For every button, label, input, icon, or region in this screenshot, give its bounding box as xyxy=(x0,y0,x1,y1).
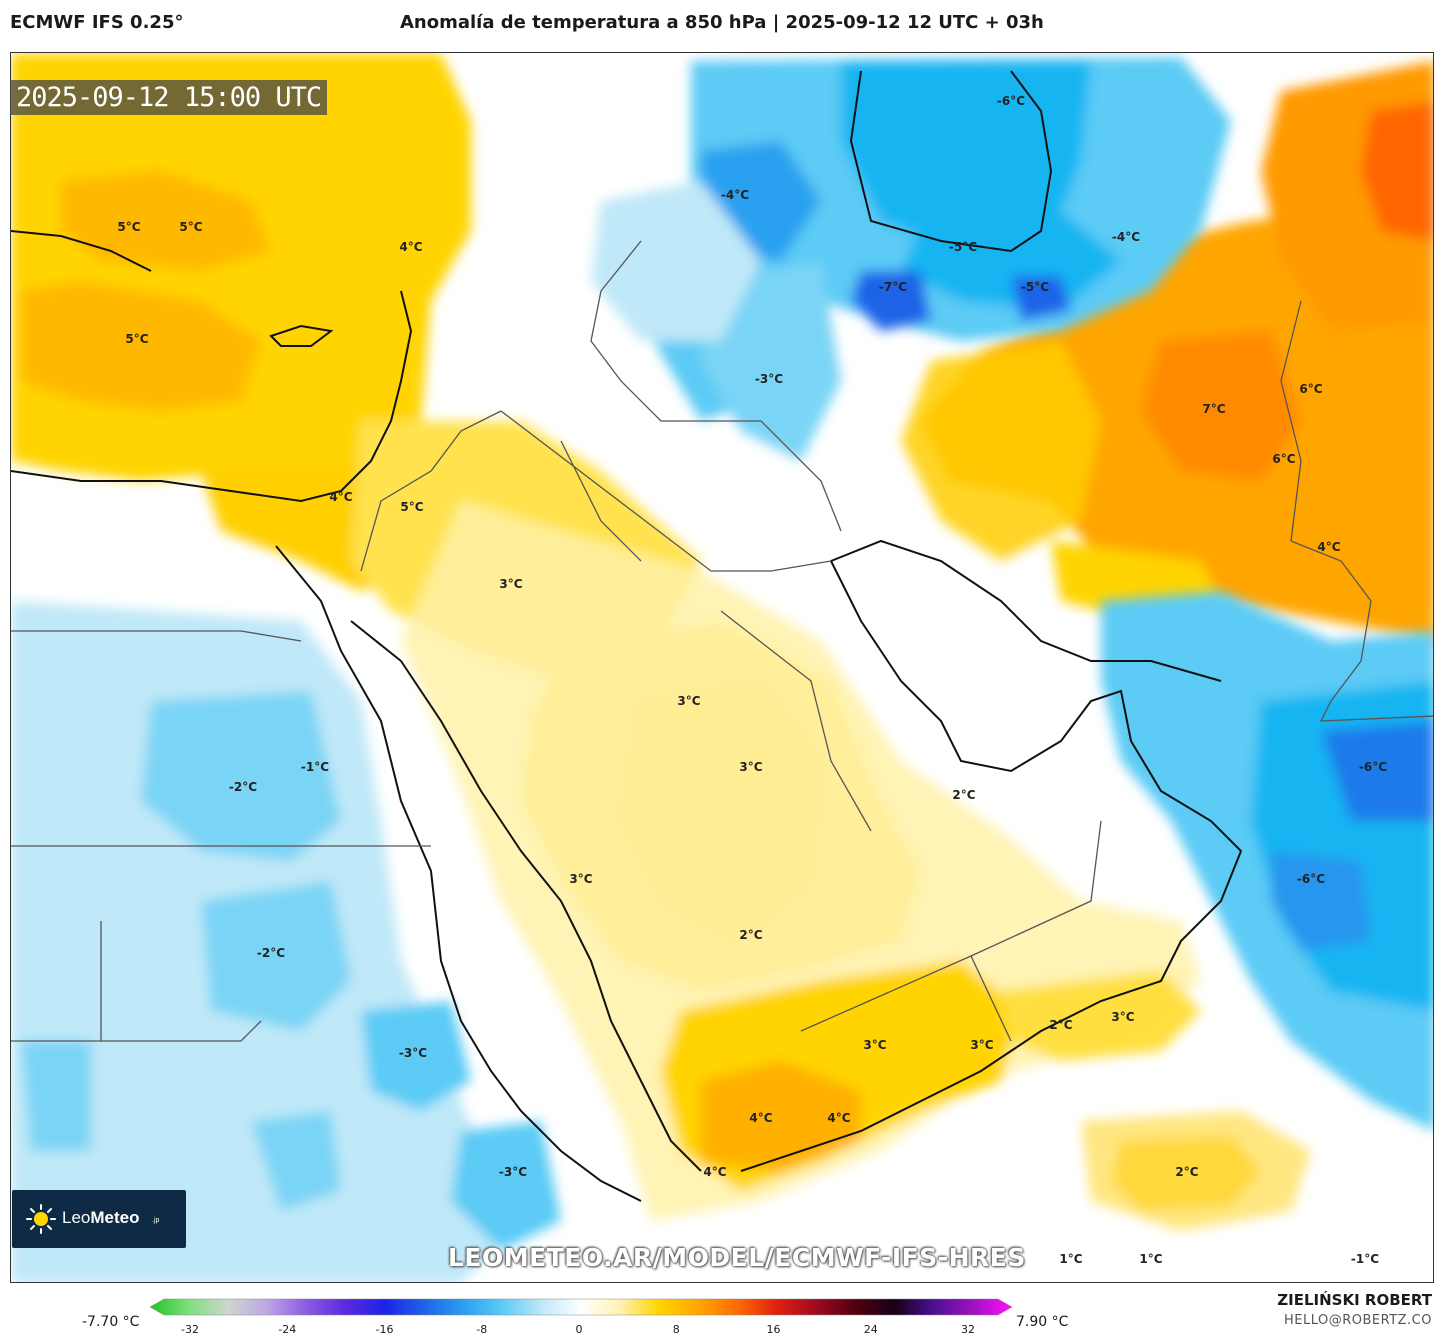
colorbar-min-label: -7.70 °C xyxy=(82,1314,140,1330)
temperature-label: -6°C xyxy=(997,94,1025,108)
temperature-label: 5°C xyxy=(117,220,140,234)
temperature-label: 1°C xyxy=(1139,1252,1162,1266)
temperature-label: -2°C xyxy=(257,946,285,960)
temperature-label: 2°C xyxy=(739,928,762,942)
temperature-label: 2°C xyxy=(1049,1018,1072,1032)
sun-icon xyxy=(26,1204,56,1234)
temperature-label: -5°C xyxy=(1021,280,1049,294)
temperature-label: -3°C xyxy=(755,372,783,386)
author-email: HELLO@ROBERTZ.CO xyxy=(1283,1313,1432,1328)
colorbar-max-label: 7.90 °C xyxy=(1016,1314,1069,1330)
temperature-label: -1°C xyxy=(301,760,329,774)
colorbar-ticks: -32 -24 -16 -8 0 8 16 24 32 xyxy=(0,1323,1444,1339)
temperature-label: 3°C xyxy=(970,1038,993,1052)
temperature-label: -7°C xyxy=(879,280,907,294)
colorbar-tick: 32 xyxy=(961,1323,975,1336)
temperature-label: 3°C xyxy=(499,577,522,591)
temperature-label: 2°C xyxy=(952,788,975,802)
map-panel[interactable]: -6°C 5°C 5°C 4°C -4°C -5°C -4°C -7°C -5°C 5°C -3°C… xyxy=(10,52,1434,1283)
temperature-label: -4°C xyxy=(721,188,749,202)
temperature-label: -2°C xyxy=(229,780,257,794)
temperature-label: -6°C xyxy=(1297,872,1325,886)
colorbar-area: -7.70 °C 7.90 °C -32 -24 -16 -8 0 8 16 24 32 ZIE… xyxy=(0,1285,1444,1339)
colorbar-tick: 24 xyxy=(863,1323,878,1336)
temperature-label: 3°C xyxy=(1111,1010,1134,1024)
temperature-label: -1°C xyxy=(1351,1252,1379,1266)
temperature-label: 2°C xyxy=(1175,1165,1198,1179)
coastlines xyxy=(11,70,1243,1202)
author-name: ZIELIŃSKI ROBERT xyxy=(1277,1291,1432,1309)
watermark-url: LEOMETEO.AR/MODEL/ECMWF-IFS-HRES xyxy=(448,1243,1026,1272)
colorbar-tick: 8 xyxy=(672,1323,680,1336)
logo-brand-bold: Meteo xyxy=(90,1208,140,1227)
anomaly-map-svg: -6°C 5°C 5°C 4°C -4°C -5°C -4°C -7°C -5°C 5°C -3°C… xyxy=(11,53,1433,1282)
temperature-label: -3°C xyxy=(399,1046,427,1060)
temperature-label: 4°C xyxy=(827,1111,850,1125)
colorbar-tick: 0 xyxy=(575,1323,583,1336)
temperature-label: 4°C xyxy=(1317,540,1340,554)
temperature-label: 4°C xyxy=(749,1111,772,1125)
temperature-label: 6°C xyxy=(1272,452,1295,466)
colorbar-tick: -24 xyxy=(278,1323,297,1336)
temperature-label: 6°C xyxy=(1299,382,1322,396)
colorbar-tick: -32 xyxy=(181,1323,199,1336)
logo-brand-light: Leo xyxy=(62,1208,91,1227)
temperature-label: 7°C xyxy=(1202,402,1225,416)
temperature-label: -4°C xyxy=(1112,230,1140,244)
temperature-label: 5°C xyxy=(400,500,423,514)
temperature-label: -5°C xyxy=(949,240,977,254)
temperature-labels: -6°C 5°C 5°C 4°C -4°C -5°C -4°C -7°C -5°C 5°C -3°C… xyxy=(117,94,1387,1266)
logo-text: LeoMeteo xyxy=(62,1208,140,1228)
colorbar-tick: -8 xyxy=(476,1323,488,1336)
map-title: Anomalía de temperatura a 850 hPa | 2025… xyxy=(400,12,1044,33)
temperature-label: 3°C xyxy=(569,872,592,886)
header: ECMWF IFS 0.25° Anomalía de temperatura … xyxy=(0,0,1444,50)
temperature-label: -6°C xyxy=(1359,760,1387,774)
temperature-label: 1°C xyxy=(1059,1252,1082,1266)
leometeo-logo[interactable]: LeoMeteo .jp xyxy=(12,1190,186,1248)
colorbar-bar xyxy=(150,1298,1012,1316)
temperature-label: 3°C xyxy=(863,1038,886,1052)
valid-time-badge: 2025-09-12 15:00 UTC xyxy=(10,80,328,115)
model-label: ECMWF IFS 0.25° xyxy=(10,12,184,33)
temperature-label: 5°C xyxy=(179,220,202,234)
temperature-label: 3°C xyxy=(677,694,700,708)
colorbar-tick: 16 xyxy=(766,1323,781,1336)
temperature-label: 4°C xyxy=(399,240,422,254)
temperature-label: 4°C xyxy=(329,490,352,504)
temperature-label: 4°C xyxy=(703,1165,726,1179)
temperature-label: 5°C xyxy=(125,332,148,346)
temperature-label: -3°C xyxy=(499,1165,527,1179)
colorbar xyxy=(150,1298,1012,1316)
logo-suffix: .jp xyxy=(152,1217,160,1224)
country-borders xyxy=(11,240,1433,1042)
temperature-label: 3°C xyxy=(739,760,762,774)
warm-anomaly-fields xyxy=(11,53,1433,1231)
colorbar-tick: -16 xyxy=(375,1323,394,1336)
